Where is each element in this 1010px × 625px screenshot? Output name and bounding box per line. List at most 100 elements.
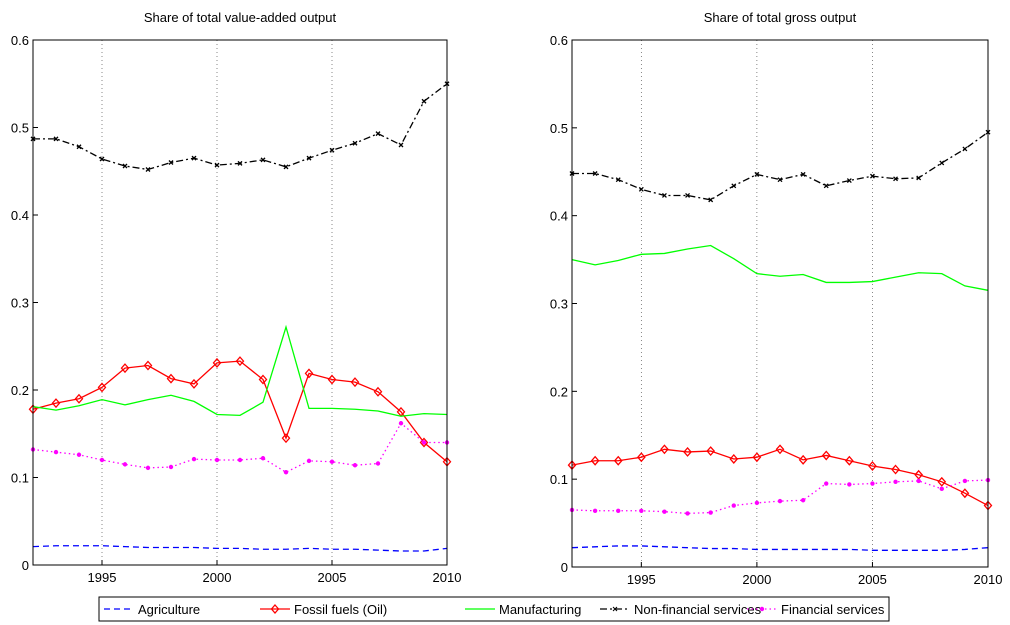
marker — [754, 500, 760, 506]
marker — [375, 461, 381, 466]
marker — [916, 175, 922, 181]
y-tick-label: 0.1 — [11, 471, 29, 486]
y-tick-label: 0.4 — [550, 209, 568, 224]
marker — [893, 479, 898, 485]
marker — [638, 186, 644, 192]
marker — [939, 486, 944, 492]
marker — [615, 177, 621, 183]
series — [28, 356, 452, 467]
y-tick-label: 0.2 — [11, 383, 29, 398]
x-tick-label: 1995 — [88, 570, 117, 585]
marker — [639, 508, 644, 513]
x-tick-label: 2000 — [203, 570, 232, 585]
series — [571, 244, 989, 291]
marker — [235, 356, 245, 367]
y-tick-label: 0.6 — [11, 33, 29, 48]
y-tick-label: 0.5 — [11, 121, 29, 136]
marker — [592, 508, 598, 513]
series — [32, 324, 448, 417]
marker — [398, 142, 404, 148]
marker — [824, 481, 829, 486]
marker — [731, 183, 737, 189]
marker — [191, 155, 197, 161]
marker — [708, 197, 714, 203]
y-tick-label: 0.4 — [11, 208, 29, 223]
y-tick-label: 0.3 — [11, 296, 29, 311]
marker — [304, 368, 314, 379]
marker — [168, 464, 174, 470]
marker — [329, 147, 335, 153]
marker — [775, 444, 785, 455]
marker — [76, 452, 82, 457]
marker — [962, 146, 968, 152]
x-tick-label: 2005 — [318, 570, 347, 585]
axes-box — [32, 39, 448, 566]
marker — [168, 160, 174, 165]
axes-box — [571, 39, 989, 568]
series-line — [32, 324, 448, 417]
marker — [329, 459, 335, 464]
x-tick-label: 2000 — [742, 572, 771, 587]
x-tick-label: 2005 — [858, 572, 887, 587]
marker — [844, 455, 854, 466]
marker — [237, 457, 243, 463]
marker — [706, 446, 716, 457]
x-tick-label: 2010 — [974, 572, 1003, 587]
marker — [283, 164, 289, 170]
x-tick-label: 2010 — [433, 570, 462, 585]
marker — [120, 363, 130, 374]
marker — [821, 450, 831, 461]
series — [30, 81, 450, 172]
series — [569, 129, 991, 203]
marker — [616, 508, 621, 513]
series — [567, 444, 993, 511]
marker — [281, 433, 291, 444]
legend-marker — [759, 606, 765, 612]
marker — [258, 374, 268, 385]
marker — [708, 510, 713, 515]
marker — [145, 167, 151, 172]
marker — [398, 421, 404, 426]
marker — [352, 463, 358, 468]
marker — [916, 478, 921, 484]
marker — [939, 160, 945, 166]
marker — [661, 193, 667, 198]
marker — [868, 461, 877, 471]
marker — [800, 498, 806, 503]
marker — [99, 156, 105, 162]
marker — [53, 449, 59, 455]
legend-label: Manufacturing — [499, 602, 581, 617]
marker — [306, 458, 312, 464]
chart-title: Share of total gross output — [704, 10, 857, 25]
marker — [891, 464, 900, 475]
marker — [847, 482, 852, 487]
series-line — [33, 83, 448, 171]
chart-title: Share of total value-added output — [144, 10, 337, 25]
marker — [212, 357, 222, 368]
marker — [214, 457, 220, 463]
legend-marker — [270, 604, 280, 614]
series-line — [32, 360, 448, 463]
marker — [960, 488, 970, 499]
marker — [352, 140, 358, 146]
series — [571, 545, 989, 551]
marker — [846, 178, 852, 183]
marker — [53, 136, 59, 142]
marker — [798, 454, 808, 465]
marker — [122, 462, 128, 467]
series — [32, 545, 448, 552]
marker — [143, 360, 153, 371]
marker — [76, 144, 82, 150]
y-tick-label: 0.3 — [550, 297, 568, 312]
marker — [260, 456, 266, 461]
marker — [777, 498, 783, 504]
marker — [260, 157, 266, 163]
legend-label: Financial services — [781, 602, 885, 617]
marker — [74, 393, 84, 404]
marker — [660, 444, 669, 455]
marker — [191, 456, 197, 462]
marker — [373, 386, 383, 397]
series-line — [571, 448, 989, 507]
marker — [189, 378, 199, 389]
